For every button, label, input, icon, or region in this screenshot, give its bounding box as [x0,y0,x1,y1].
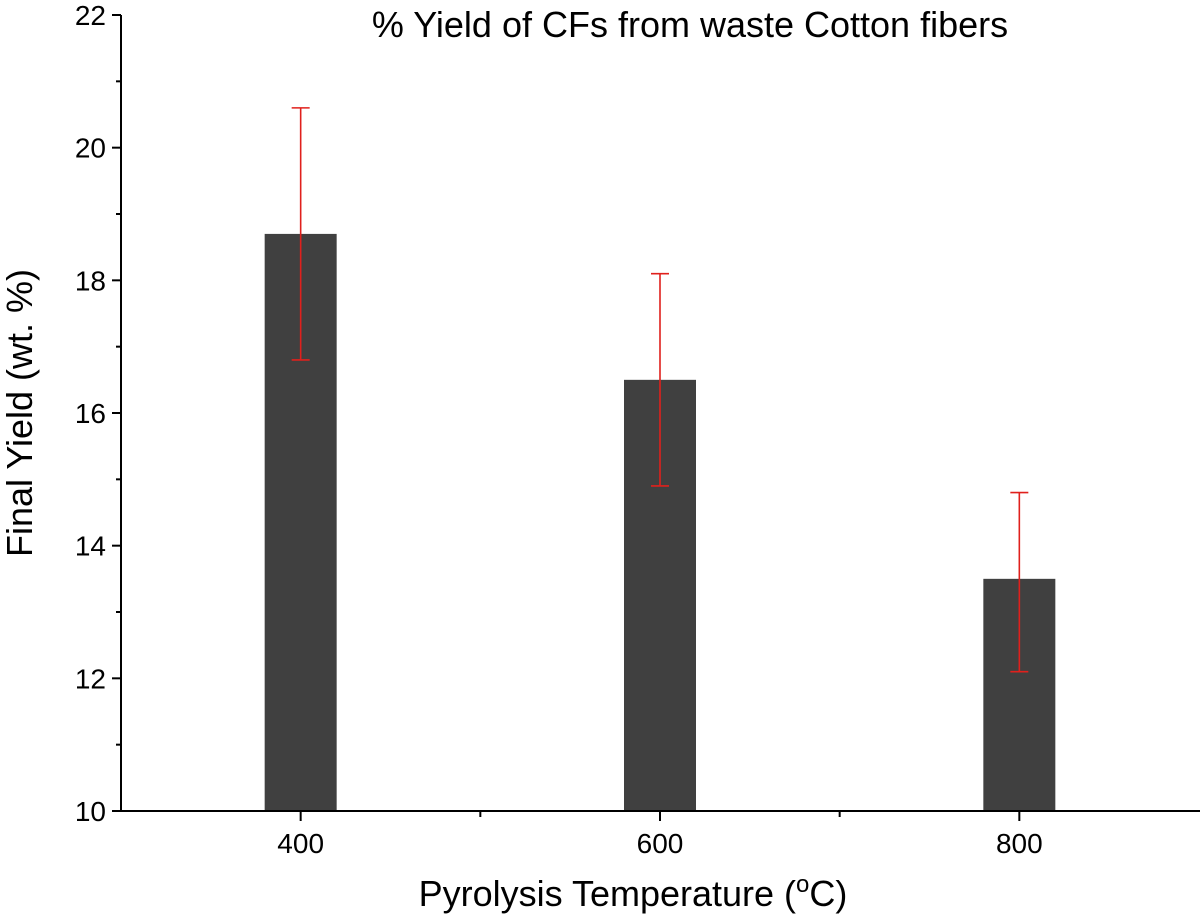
y-tick-label: 14 [75,531,106,562]
x-axis-label-unit-suffix: C) [809,873,847,914]
y-axis-label: Final Yield (wt. %) [0,269,40,557]
x-tick-label: 600 [637,828,684,859]
y-tick-label: 16 [75,398,106,429]
error-bar-600 [651,272,669,487]
x-axis-label: Pyrolysis Temperature (oC) [419,871,848,914]
x-axis-label-unit-sup: o [796,871,809,898]
x-tick-label: 800 [996,828,1043,859]
y-tick-label: 18 [75,265,106,296]
y-tick-label: 12 [75,663,106,694]
y-tick-label: 10 [75,796,106,827]
error-bar-400 [291,107,310,361]
x-tick-label: 400 [277,828,324,859]
y-tick-label: 20 [75,133,106,164]
x-axis-label-text: Pyrolysis Temperature [419,873,774,914]
y-ticks-group: 10 12 14 16 18 20 22 [75,0,121,827]
x-ticks-group: 400 600 800 [277,811,1043,859]
error-bars-group [291,107,1029,673]
y-tick-label: 22 [75,0,106,31]
chart-title: % Yield of CFs from waste Cotton fibers [372,4,1008,45]
error-bar-800 [1010,491,1029,673]
x-axis-label-unit-prefix: ( [774,873,796,914]
